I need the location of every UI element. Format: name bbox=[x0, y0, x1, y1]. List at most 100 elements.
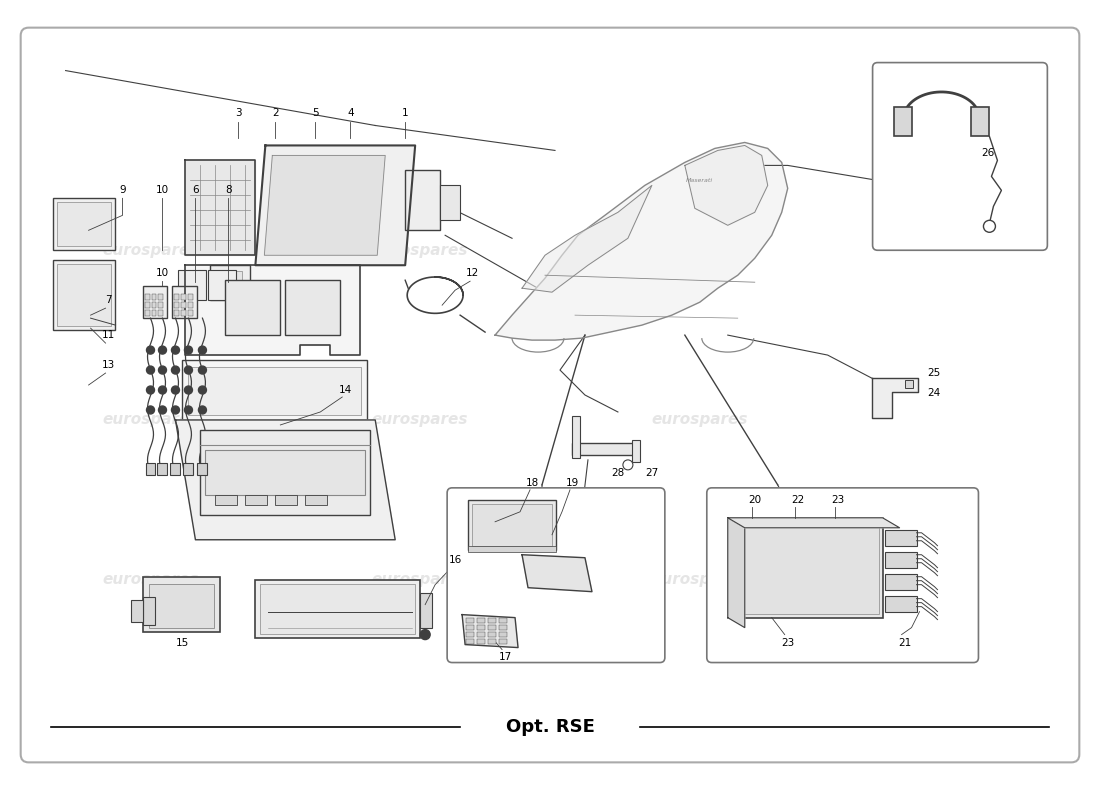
Text: 8: 8 bbox=[226, 186, 232, 195]
Polygon shape bbox=[462, 614, 518, 647]
Bar bbox=[488, 625, 496, 630]
Bar bbox=[488, 618, 496, 622]
Circle shape bbox=[198, 386, 207, 394]
Bar bbox=[184, 463, 194, 475]
FancyBboxPatch shape bbox=[872, 62, 1047, 250]
Bar bbox=[440, 186, 460, 220]
Bar bbox=[188, 310, 194, 316]
Circle shape bbox=[158, 386, 166, 394]
Bar bbox=[499, 631, 507, 637]
Bar bbox=[56, 264, 111, 326]
Bar bbox=[466, 638, 474, 643]
Circle shape bbox=[172, 366, 179, 374]
Circle shape bbox=[172, 386, 179, 394]
Polygon shape bbox=[186, 161, 255, 255]
Bar bbox=[206, 450, 365, 495]
Polygon shape bbox=[728, 518, 900, 528]
Bar bbox=[188, 294, 194, 300]
Bar bbox=[420, 593, 432, 628]
Bar bbox=[884, 530, 916, 546]
Bar bbox=[306, 495, 328, 505]
Bar bbox=[884, 596, 916, 612]
Bar bbox=[175, 294, 179, 300]
Bar bbox=[285, 280, 340, 335]
Bar bbox=[226, 280, 280, 335]
Text: 12: 12 bbox=[465, 268, 478, 278]
Circle shape bbox=[198, 406, 207, 414]
Bar bbox=[152, 310, 156, 316]
Circle shape bbox=[420, 630, 430, 639]
Circle shape bbox=[158, 346, 166, 354]
Text: 2: 2 bbox=[272, 109, 278, 118]
Bar bbox=[261, 584, 415, 634]
Bar bbox=[178, 270, 207, 300]
Bar bbox=[158, 294, 164, 300]
Polygon shape bbox=[522, 186, 652, 292]
Bar bbox=[219, 271, 242, 296]
Text: 4: 4 bbox=[346, 109, 353, 118]
Bar bbox=[200, 430, 371, 515]
Bar bbox=[472, 504, 552, 546]
Text: eurospares: eurospares bbox=[651, 572, 748, 587]
Bar bbox=[631, 440, 640, 462]
Polygon shape bbox=[264, 155, 385, 255]
Text: 9: 9 bbox=[119, 186, 125, 195]
Text: 19: 19 bbox=[565, 478, 579, 488]
Circle shape bbox=[623, 460, 632, 470]
Bar bbox=[144, 302, 150, 308]
Bar bbox=[152, 294, 156, 300]
Text: 6: 6 bbox=[192, 186, 199, 195]
Text: eurospares: eurospares bbox=[651, 413, 748, 427]
Text: 24: 24 bbox=[927, 388, 940, 398]
Bar bbox=[183, 360, 367, 420]
Text: 18: 18 bbox=[526, 478, 539, 488]
Text: eurospares: eurospares bbox=[372, 242, 469, 258]
Bar bbox=[499, 638, 507, 643]
Circle shape bbox=[158, 406, 166, 414]
Polygon shape bbox=[255, 146, 415, 266]
Text: 15: 15 bbox=[176, 638, 189, 647]
Bar bbox=[245, 495, 267, 505]
Bar bbox=[477, 638, 485, 643]
Polygon shape bbox=[522, 554, 592, 592]
Circle shape bbox=[158, 366, 166, 374]
Text: 25: 25 bbox=[927, 368, 940, 378]
Text: eurospares: eurospares bbox=[102, 413, 199, 427]
Bar bbox=[148, 584, 214, 628]
Bar bbox=[145, 463, 155, 475]
Bar bbox=[157, 463, 167, 475]
Bar bbox=[469, 500, 556, 550]
Text: 23: 23 bbox=[830, 495, 845, 505]
Bar bbox=[175, 310, 179, 316]
Text: 16: 16 bbox=[449, 554, 462, 565]
Bar bbox=[572, 416, 580, 458]
Circle shape bbox=[172, 406, 179, 414]
Bar bbox=[210, 266, 251, 300]
Text: eurospares: eurospares bbox=[102, 572, 199, 587]
Polygon shape bbox=[685, 146, 768, 226]
Circle shape bbox=[198, 346, 207, 354]
Circle shape bbox=[185, 366, 192, 374]
Bar bbox=[466, 631, 474, 637]
Bar bbox=[466, 618, 474, 622]
Bar bbox=[208, 270, 236, 300]
Bar bbox=[143, 597, 154, 625]
Circle shape bbox=[185, 346, 192, 354]
Circle shape bbox=[185, 406, 192, 414]
Bar bbox=[131, 600, 143, 622]
Polygon shape bbox=[728, 518, 745, 628]
Text: Opt. RSE: Opt. RSE bbox=[506, 718, 594, 737]
Bar bbox=[173, 286, 197, 318]
Text: 10: 10 bbox=[156, 268, 169, 278]
Text: 5: 5 bbox=[312, 109, 319, 118]
Circle shape bbox=[146, 386, 154, 394]
Bar bbox=[405, 170, 440, 230]
Bar bbox=[884, 552, 916, 568]
Polygon shape bbox=[186, 266, 360, 355]
Bar bbox=[499, 618, 507, 622]
Bar bbox=[477, 631, 485, 637]
Polygon shape bbox=[495, 142, 788, 340]
Circle shape bbox=[198, 366, 207, 374]
Bar bbox=[197, 463, 208, 475]
Bar bbox=[182, 294, 187, 300]
